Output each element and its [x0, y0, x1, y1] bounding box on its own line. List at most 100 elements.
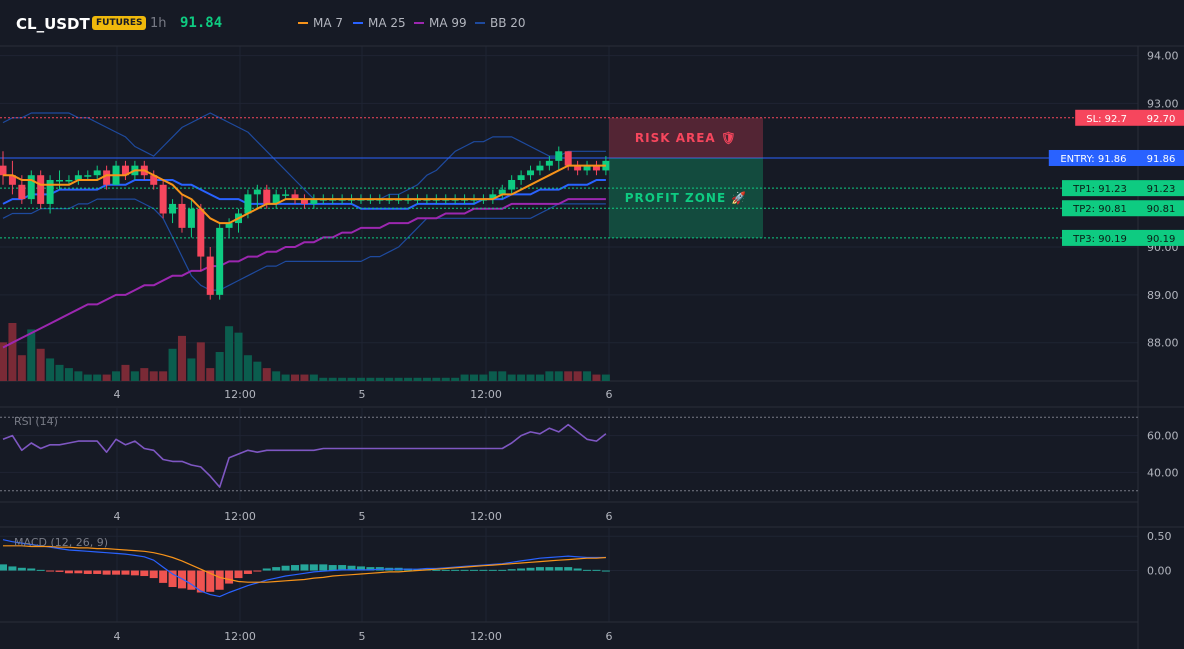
macd-hist-bar — [149, 570, 158, 579]
candle-body — [46, 180, 54, 204]
time-tick-label: 6 — [606, 630, 613, 643]
candle-body — [103, 170, 111, 185]
volume-bar — [159, 371, 168, 381]
level-value-label: 91.23 — [1147, 184, 1176, 195]
volume-bar — [441, 377, 450, 381]
candle-body — [310, 199, 318, 204]
volume-bar — [385, 377, 394, 381]
macd-hist-bar — [234, 570, 243, 579]
candle-body — [592, 165, 600, 171]
macd-hist-bar — [413, 569, 422, 571]
macd-hist-bar — [243, 570, 252, 574]
candle-body — [169, 203, 177, 214]
macd-tick-label: 0.50 — [1147, 530, 1172, 543]
volume-bar — [187, 358, 196, 381]
volume-bar — [253, 361, 262, 381]
volume-bar — [404, 377, 413, 381]
level-value-bg — [1138, 180, 1184, 197]
ma7-swatch — [298, 22, 308, 24]
candle-body — [545, 160, 553, 166]
level-value-bg — [1138, 229, 1184, 246]
level-tag-label: SL: 92.7 — [1086, 114, 1127, 125]
candle-body — [216, 227, 224, 295]
rsi-title: RSI (14) — [14, 415, 58, 428]
macd-hist-bar — [300, 564, 309, 571]
level-tag-label: TP3: 90.19 — [1072, 234, 1127, 245]
macd-hist-bar — [460, 569, 469, 571]
candle-body — [555, 151, 563, 161]
price-tick-label: 94.00 — [1147, 50, 1179, 63]
candle-body — [527, 170, 535, 176]
macd-hist-bar — [573, 568, 582, 571]
macd-hist-bar — [27, 568, 36, 571]
volume-bar — [196, 342, 205, 381]
macd-hist-bar — [319, 564, 328, 571]
level-tag-label: ENTRY: 91.86 — [1060, 154, 1126, 165]
rsi-tick-label: 60.00 — [1147, 430, 1179, 443]
volume-bar — [545, 371, 554, 381]
macd-hist-bar — [479, 569, 488, 571]
time-tick-label: 4 — [114, 630, 121, 643]
timeframe-label[interactable]: 1h — [150, 16, 167, 31]
legend-ma7[interactable]: MA 7 — [298, 16, 343, 30]
candle-body — [272, 194, 280, 204]
macd-hist-bar — [206, 570, 215, 592]
risk-area-label: RISK AREA 🛡 — [635, 131, 737, 145]
macd-hist-bar — [0, 564, 7, 571]
level-tag-bg — [1048, 149, 1138, 166]
candle-body — [150, 175, 158, 185]
macd-hist-bar — [592, 569, 601, 571]
volume-bar — [319, 377, 328, 381]
volume-bar — [394, 377, 403, 381]
time-tick-label: 4 — [114, 388, 121, 401]
volume-bar — [206, 368, 215, 381]
legend-ma7-label: MA 7 — [313, 16, 344, 30]
candle-body — [159, 184, 167, 214]
candle-body — [121, 165, 129, 176]
macd-hist-bar — [168, 570, 177, 588]
legend-ma99-label: MA 99 — [429, 16, 467, 30]
level-value-label: 90.19 — [1147, 234, 1176, 245]
legend-ma99[interactable]: MA 99 — [414, 16, 467, 30]
legend-bb20[interactable]: BB 20 — [475, 16, 526, 30]
macd-hist-bar — [121, 570, 130, 575]
macd-hist-bar — [64, 570, 73, 574]
level-tag-label: TP2: 90.81 — [1072, 204, 1127, 215]
macd-hist-bar — [328, 565, 337, 571]
candle-body — [244, 194, 252, 214]
candle-body — [8, 175, 16, 185]
volume-bar — [338, 377, 347, 381]
level-value-bg — [1138, 149, 1184, 166]
candle-body — [187, 208, 195, 228]
level-tag-bg — [1062, 180, 1138, 197]
candle-body — [574, 165, 582, 171]
volume-bar — [17, 355, 26, 381]
candle-body — [84, 175, 92, 177]
candle-body — [300, 199, 308, 204]
macd-hist-bar — [366, 567, 375, 571]
level-tag-2: TP1: 91.23 91.23 — [1062, 180, 1184, 197]
grid-lines — [0, 46, 1138, 622]
volume-bar — [422, 377, 431, 381]
volume-bar — [564, 371, 573, 381]
time-tick-label: 5 — [359, 388, 366, 401]
volume-bar — [262, 368, 271, 381]
candle-body — [0, 165, 7, 176]
level-value-bg — [1138, 109, 1184, 126]
macd-hist-bar — [140, 570, 149, 577]
volume-bar — [432, 377, 441, 381]
candle-body — [206, 256, 214, 295]
macd-hist-bar — [347, 565, 356, 571]
macd-hist-bar — [159, 570, 168, 583]
macd-hist-bar — [526, 567, 535, 571]
candle-body — [536, 165, 544, 171]
level-tag-bg — [1062, 200, 1138, 217]
symbol-title[interactable]: CL_USDT — [16, 15, 90, 33]
volume-bar — [46, 358, 55, 381]
candle-body — [65, 180, 73, 182]
candle-body — [291, 194, 299, 200]
candle-body — [37, 175, 45, 204]
legend-ma25[interactable]: MA 25 — [353, 16, 406, 30]
